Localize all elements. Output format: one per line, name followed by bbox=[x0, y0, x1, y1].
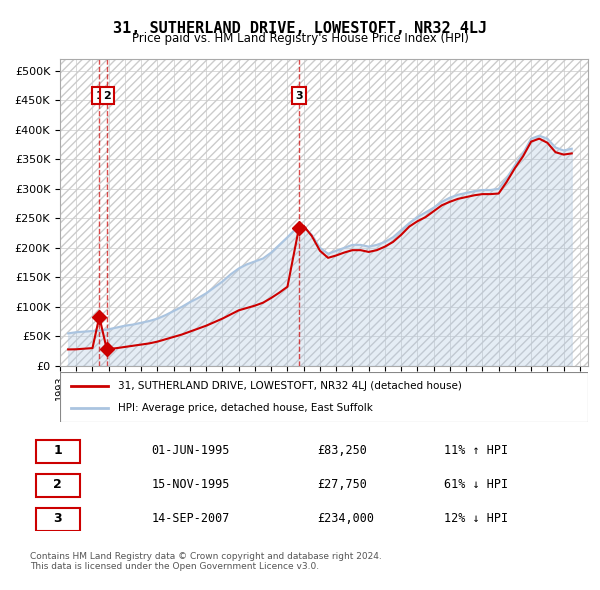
Text: 14-SEP-2007: 14-SEP-2007 bbox=[151, 512, 230, 525]
Text: 1: 1 bbox=[53, 444, 62, 457]
Text: Contains HM Land Registry data © Crown copyright and database right 2024.
This d: Contains HM Land Registry data © Crown c… bbox=[30, 552, 382, 571]
Text: 61% ↓ HPI: 61% ↓ HPI bbox=[444, 478, 508, 491]
FancyBboxPatch shape bbox=[35, 508, 80, 531]
Text: 01-JUN-1995: 01-JUN-1995 bbox=[151, 444, 230, 457]
Text: £83,250: £83,250 bbox=[317, 444, 367, 457]
Text: 2: 2 bbox=[103, 91, 110, 101]
Text: 11% ↑ HPI: 11% ↑ HPI bbox=[444, 444, 508, 457]
FancyBboxPatch shape bbox=[35, 474, 80, 497]
Text: 12% ↓ HPI: 12% ↓ HPI bbox=[444, 512, 508, 525]
Text: 1: 1 bbox=[95, 91, 103, 101]
Text: 31, SUTHERLAND DRIVE, LOWESTOFT, NR32 4LJ: 31, SUTHERLAND DRIVE, LOWESTOFT, NR32 4L… bbox=[113, 21, 487, 35]
Text: 3: 3 bbox=[295, 91, 303, 101]
Text: £234,000: £234,000 bbox=[317, 512, 374, 525]
Text: 31, SUTHERLAND DRIVE, LOWESTOFT, NR32 4LJ (detached house): 31, SUTHERLAND DRIVE, LOWESTOFT, NR32 4L… bbox=[118, 381, 462, 391]
Text: 2: 2 bbox=[53, 478, 62, 491]
FancyBboxPatch shape bbox=[60, 372, 588, 422]
FancyBboxPatch shape bbox=[35, 440, 80, 463]
Text: 15-NOV-1995: 15-NOV-1995 bbox=[151, 478, 230, 491]
Text: Price paid vs. HM Land Registry's House Price Index (HPI): Price paid vs. HM Land Registry's House … bbox=[131, 32, 469, 45]
Text: 3: 3 bbox=[53, 512, 62, 525]
Text: £27,750: £27,750 bbox=[317, 478, 367, 491]
Text: HPI: Average price, detached house, East Suffolk: HPI: Average price, detached house, East… bbox=[118, 403, 373, 413]
